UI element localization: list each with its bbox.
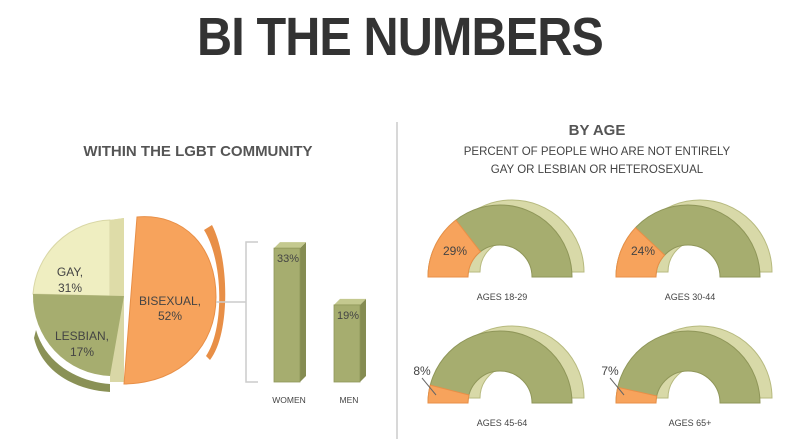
arc-value-leader — [421, 377, 437, 396]
age-arc-charts: 29% AGES 18-29 24% AGES 30-44 8% AGES 45-64 7%… — [413, 199, 773, 428]
bar-value-label: 33% — [277, 253, 299, 265]
arc-highlight — [615, 386, 658, 404]
pie-label-lesbian: LESBIAN, — [55, 329, 109, 343]
page-title: BI THE NUMBERS — [197, 7, 604, 67]
arc-category-label: AGES 18-29 — [477, 292, 528, 302]
connector-bracket — [216, 241, 258, 383]
bar-category-label: MEN — [340, 395, 359, 405]
pie-slice-lesbian — [32, 294, 124, 376]
age-arc-1: 29% AGES 18-29 — [427, 199, 585, 302]
pie-label-bisexual: BISEXUAL, — [139, 294, 201, 308]
pie-label-gay: GAY, — [57, 265, 83, 279]
age-chart-subtitle-line1: PERCENT OF PEOPLE WHO ARE NOT ENTIRELY — [464, 146, 731, 158]
bar-front — [333, 304, 361, 383]
bar-side — [360, 298, 366, 382]
pie-value-lesbian: 17% — [70, 345, 94, 359]
pie-value-bisexual: 52% — [158, 309, 182, 323]
arc-value-label: 7% — [601, 364, 619, 378]
arc-value-leader — [609, 377, 625, 396]
arc-base — [427, 330, 573, 404]
age-arc-4: 7% AGES 65+ — [601, 325, 773, 428]
arc-value-label: 29% — [443, 244, 467, 258]
bar-value-label: 19% — [337, 310, 359, 322]
pie-slice-gay — [32, 219, 111, 297]
pie-slice-bisexual — [123, 216, 217, 385]
pie-slice-bisexual-side — [204, 225, 226, 360]
bar-top — [334, 298, 366, 305]
gender-bar-chart: 33% WOMEN 19% MEN — [272, 242, 366, 405]
pie-slice-lesbian-side — [34, 330, 110, 392]
bar-top — [274, 242, 306, 249]
age-arc-3: 8% AGES 45-64 — [413, 325, 585, 428]
pie-slice-gay-edge — [110, 218, 124, 300]
arc-value-label: 24% — [631, 244, 655, 258]
bar-category-label: WOMEN — [272, 395, 306, 405]
arc-value-label: 8% — [413, 364, 431, 378]
age-chart-subtitle-line2: GAY OR LESBIAN OR HETEROSEXUAL — [491, 164, 704, 176]
arc-category-label: AGES 65+ — [669, 418, 712, 428]
bar-women: 33% WOMEN — [272, 242, 306, 405]
arc-highlight — [427, 219, 482, 278]
arc-category-label: AGES 45-64 — [477, 418, 528, 428]
age-arc-2: 24% AGES 30-44 — [615, 199, 773, 302]
arc-highlight — [615, 227, 666, 278]
age-chart-title: BY AGE — [569, 122, 626, 139]
bar-side — [300, 242, 306, 382]
bar-front — [273, 247, 301, 383]
arc-base — [615, 330, 761, 404]
community-chart-title: WITHIN THE LGBT COMMUNITY — [83, 143, 312, 160]
community-pie-chart: BISEXUAL, 52% GAY, 31% LESBIAN, 17% — [32, 216, 226, 392]
arc-highlight — [427, 384, 470, 404]
arc-category-label: AGES 30-44 — [665, 292, 716, 302]
bar-men: 19% MEN — [333, 298, 366, 405]
pie-value-gay: 31% — [58, 281, 82, 295]
